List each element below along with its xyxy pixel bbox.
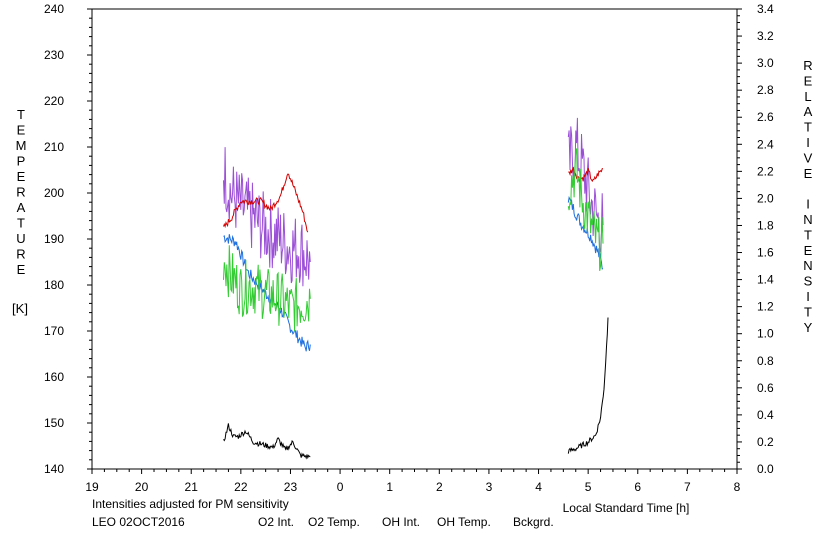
y-left-axis-label-letter: E xyxy=(17,169,26,184)
series-line-bckgrd xyxy=(567,317,609,454)
y-right-axis-label-letter: T xyxy=(804,227,812,242)
y-right-axis-label-letter: N xyxy=(803,258,812,273)
y-right-axis-label-letter: E xyxy=(804,243,813,258)
y-right-axis-label-letter: Y xyxy=(804,320,813,335)
y-right-tick-label: 1.6 xyxy=(757,246,774,260)
y-left-axis-label-letter: T xyxy=(17,216,25,231)
y-left-axis-unit: [K] xyxy=(12,301,28,316)
y-left-tick-label: 200 xyxy=(44,186,64,200)
x-tick-label: 20 xyxy=(135,480,149,494)
y-right-axis-label-letter: I xyxy=(806,289,810,304)
y-right-tick-label: 3.0 xyxy=(757,56,774,70)
legend-entry: O2 Int. xyxy=(258,515,294,529)
x-tick-label: 3 xyxy=(486,480,493,494)
y-right-tick-label: 0.4 xyxy=(757,408,774,422)
series-line-oh-temp xyxy=(223,245,311,332)
y-right-axis-label-letter: I xyxy=(806,135,810,150)
y-left-axis-label-letter: P xyxy=(17,154,26,169)
x-tick-label: 19 xyxy=(85,480,99,494)
y-left-tick-label: 240 xyxy=(44,2,64,16)
y-right-axis-label-letter: T xyxy=(804,304,812,319)
y-right-tick-label: 0.2 xyxy=(757,435,774,449)
y-left-tick-label: 140 xyxy=(44,462,64,476)
legend-entry: OH Temp. xyxy=(437,515,491,529)
y-left-axis-label-letter: E xyxy=(17,262,26,277)
series-line-o2-int xyxy=(223,234,311,352)
y-left-axis-label-letter: E xyxy=(17,123,26,138)
x-tick-label: 1 xyxy=(386,480,393,494)
x-tick-label: 4 xyxy=(535,480,542,494)
y-left-axis-label-letter: M xyxy=(16,138,27,153)
y-right-tick-label: 1.2 xyxy=(757,300,774,314)
x-tick-label: 2 xyxy=(436,480,443,494)
y-right-axis-label-letter: L xyxy=(804,89,811,104)
y-right-axis-label-letter: V xyxy=(804,150,813,165)
legend-entry: Bckgrd. xyxy=(513,515,554,529)
x-tick-label: 6 xyxy=(634,480,641,494)
y-left-tick-label: 190 xyxy=(44,232,64,246)
y-left-tick-label: 180 xyxy=(44,278,64,292)
y-right-axis-label-letter: R xyxy=(803,58,812,73)
y-right-tick-label: 3.4 xyxy=(757,2,774,16)
y-right-tick-label: 0.0 xyxy=(757,462,774,476)
y-left-axis-label-letter: T xyxy=(17,107,25,122)
series-line-bckgrd xyxy=(223,423,311,460)
y-left-tick-label: 230 xyxy=(44,48,64,62)
y-right-tick-label: 0.8 xyxy=(757,354,774,368)
x-tick-label: 21 xyxy=(185,480,199,494)
y-left-tick-label: 210 xyxy=(44,140,64,154)
y-left-tick-label: 160 xyxy=(44,370,64,384)
y-right-tick-label: 1.4 xyxy=(757,273,774,287)
series-line-oh-int xyxy=(568,166,604,183)
y-right-axis-label-letter: E xyxy=(804,73,813,88)
y-right-axis-label-letter: S xyxy=(804,274,813,289)
y-right-tick-label: 3.2 xyxy=(757,29,774,43)
y-left-tick-label: 150 xyxy=(44,416,64,430)
y-right-tick-label: 2.4 xyxy=(757,137,774,151)
series-line-o2-temp xyxy=(223,147,311,287)
y-left-axis-label-letter: R xyxy=(16,247,25,262)
y-right-tick-label: 2.6 xyxy=(757,110,774,124)
x-tick-label: 7 xyxy=(684,480,691,494)
y-right-axis-label-letter: N xyxy=(803,212,812,227)
plot-frame xyxy=(91,8,738,470)
x-tick-label: 5 xyxy=(585,480,592,494)
y-right-tick-label: 1.8 xyxy=(757,218,774,232)
x-tick-label: 8 xyxy=(734,480,741,494)
y-right-tick-label: 1.0 xyxy=(757,327,774,341)
series-line-o2-int xyxy=(567,195,604,270)
legend-entry: O2 Temp. xyxy=(308,515,360,529)
y-left-axis-label-letter: U xyxy=(16,231,25,246)
y-right-axis-label-letter: A xyxy=(804,104,813,119)
x-tick-label: 23 xyxy=(284,480,298,494)
x-axis-label: Local Standard Time [h] xyxy=(563,501,690,515)
y-right-axis-label-letter: E xyxy=(804,166,813,181)
series-line-oh-int xyxy=(223,173,309,233)
y-right-axis-label-letter: T xyxy=(804,120,812,135)
y-right-axis-label-letter: I xyxy=(806,197,810,212)
y-right-tick-label: 2.2 xyxy=(757,164,774,178)
y-left-tick-label: 170 xyxy=(44,324,64,338)
x-tick-label: 0 xyxy=(337,480,344,494)
y-right-tick-label: 2.0 xyxy=(757,191,774,205)
y-right-tick-label: 0.6 xyxy=(757,381,774,395)
x-tick-label: 22 xyxy=(234,480,248,494)
legend-entry: OH Int. xyxy=(382,515,420,529)
sensitivity-note: Intensities adjusted for PM sensitivity xyxy=(92,497,289,511)
y-left-tick-label: 220 xyxy=(44,94,64,108)
station-date-label: LEO 02OCT2016 xyxy=(92,515,185,529)
series-line-oh-temp xyxy=(567,148,604,271)
y-left-axis-label-letter: R xyxy=(16,185,25,200)
y-left-axis-label-letter: A xyxy=(17,200,26,215)
y-right-tick-label: 2.8 xyxy=(757,83,774,97)
